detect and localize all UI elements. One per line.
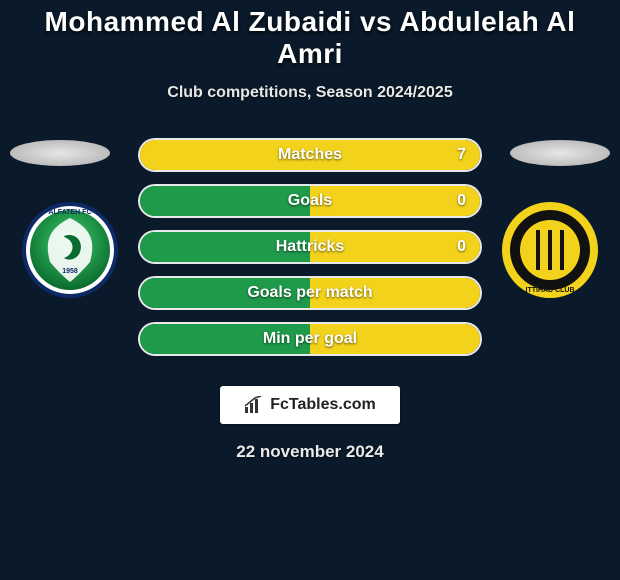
date-stamp: 22 november 2024 <box>0 442 620 462</box>
club-badge-left: ALFATEH FC 1958 <box>20 200 120 300</box>
stat-label: Hattricks <box>276 238 344 256</box>
svg-text:ITTIHAD CLUB: ITTIHAD CLUB <box>526 287 575 294</box>
stat-value-right: 7 <box>457 146 466 164</box>
stat-pill: Min per goal <box>140 324 480 354</box>
stat-label: Matches <box>278 146 342 164</box>
brand-text: FcTables.com <box>270 396 376 414</box>
stat-value-right: 0 <box>457 238 466 256</box>
brand-box: FcTables.com <box>220 386 400 424</box>
comparison-area: ALFATEH FC 1958 ITTIHAD CLUB Matches 7 Goa… <box>0 140 620 370</box>
club-badge-right: ITTIHAD CLUB <box>500 200 600 300</box>
stat-pill-column: Matches 7 Goals 0 Hattricks 0 Goals per match M… <box>140 140 480 370</box>
infographic-root: Mohammed Al Zubaidi vs Abdulelah Al Amri… <box>0 0 620 462</box>
svg-text:ALFATEH FC: ALFATEH FC <box>48 209 91 216</box>
stat-fill-left <box>140 186 310 216</box>
stat-pill: Matches 7 <box>140 140 480 170</box>
page-title: Mohammed Al Zubaidi vs Abdulelah Al Amri <box>0 6 620 70</box>
brand-chart-icon <box>244 396 264 414</box>
stat-value-right: 0 <box>457 192 466 210</box>
stat-label: Min per goal <box>263 330 357 348</box>
stat-pill: Hattricks 0 <box>140 232 480 262</box>
stat-label: Goals <box>288 192 332 210</box>
svg-text:1958: 1958 <box>62 268 78 275</box>
stat-pill: Goals per match <box>140 278 480 308</box>
page-subtitle: Club competitions, Season 2024/2025 <box>0 84 620 102</box>
stat-pill: Goals 0 <box>140 186 480 216</box>
stat-fill-right <box>310 186 480 216</box>
player-oval-right <box>510 140 610 166</box>
player-oval-left <box>10 140 110 166</box>
stat-label: Goals per match <box>247 284 372 302</box>
